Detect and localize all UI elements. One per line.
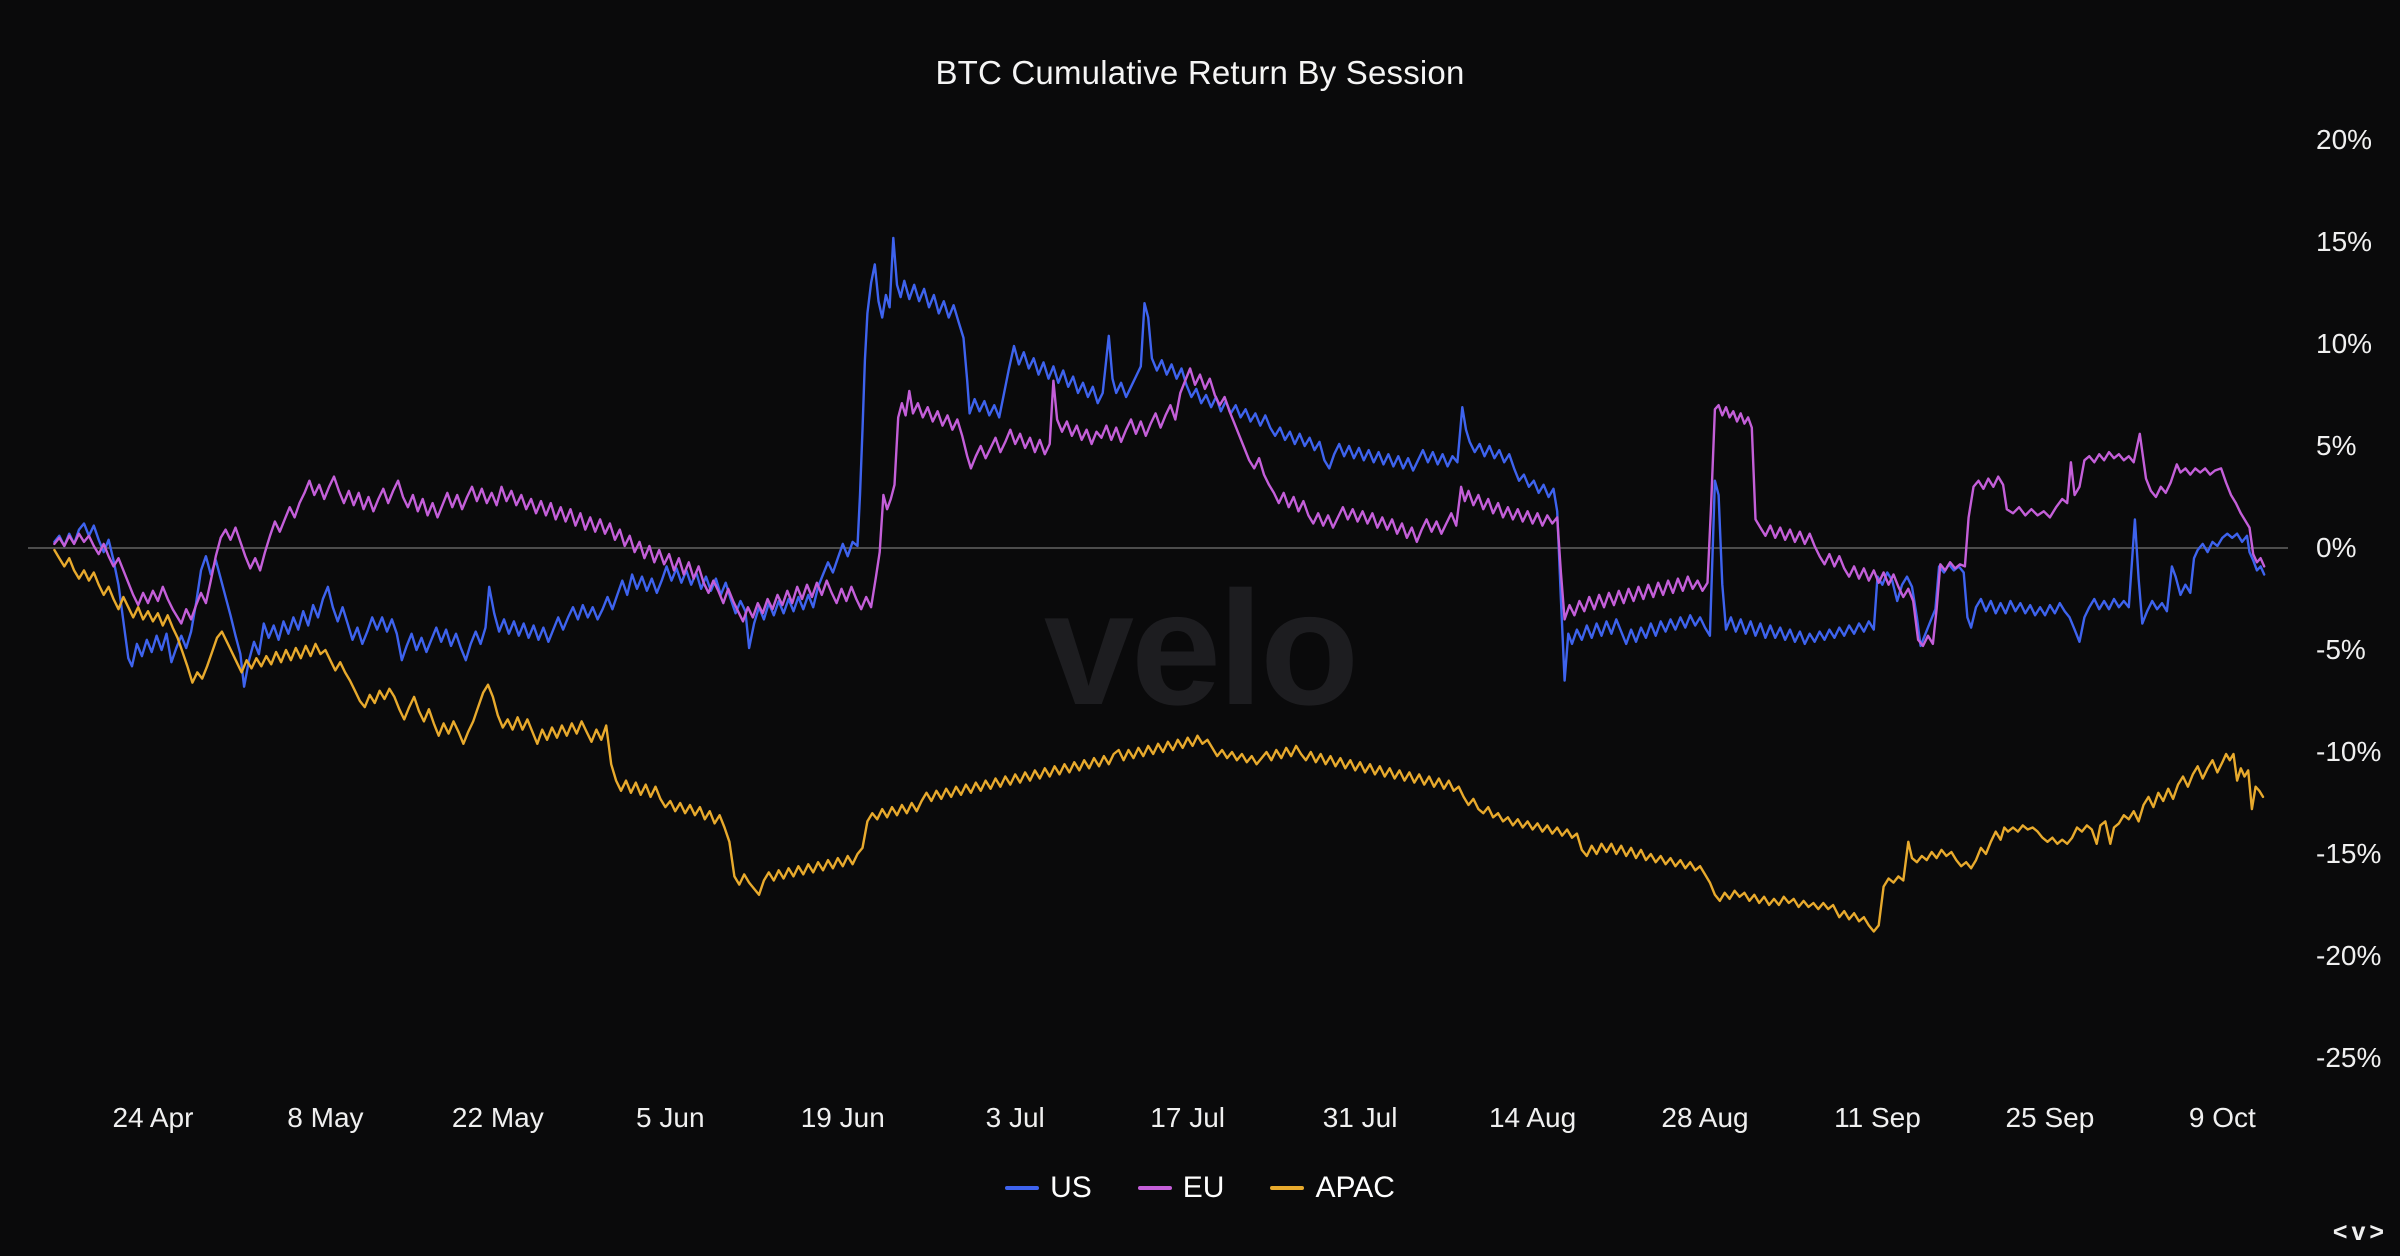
legend-label: EU <box>1182 1171 1225 1204</box>
legend-swatch-apac <box>1270 1186 1305 1190</box>
legend-item-apac[interactable]: APAC <box>1270 1171 1395 1204</box>
legend-swatch-us <box>1005 1186 1040 1190</box>
velo-logo-mark: <v> <box>2332 1218 2388 1246</box>
chart-title: BTC Cumulative Return By Session <box>935 54 1465 91</box>
legend: US EU APAC <box>0 1173 2400 1203</box>
legend-item-us[interactable]: US <box>1005 1173 1092 1203</box>
legend-swatch-eu <box>1137 1186 1172 1190</box>
series-line-us <box>53 236 2266 688</box>
legend-item-eu[interactable]: EU <box>1137 1171 1225 1204</box>
legend-label: US <box>1050 1171 1092 1204</box>
series-line-apac <box>53 548 2265 933</box>
series-line-eu <box>53 367 2266 648</box>
legend-label: APAC <box>1315 1171 1395 1204</box>
velo-watermark: velo <box>1043 558 1359 739</box>
